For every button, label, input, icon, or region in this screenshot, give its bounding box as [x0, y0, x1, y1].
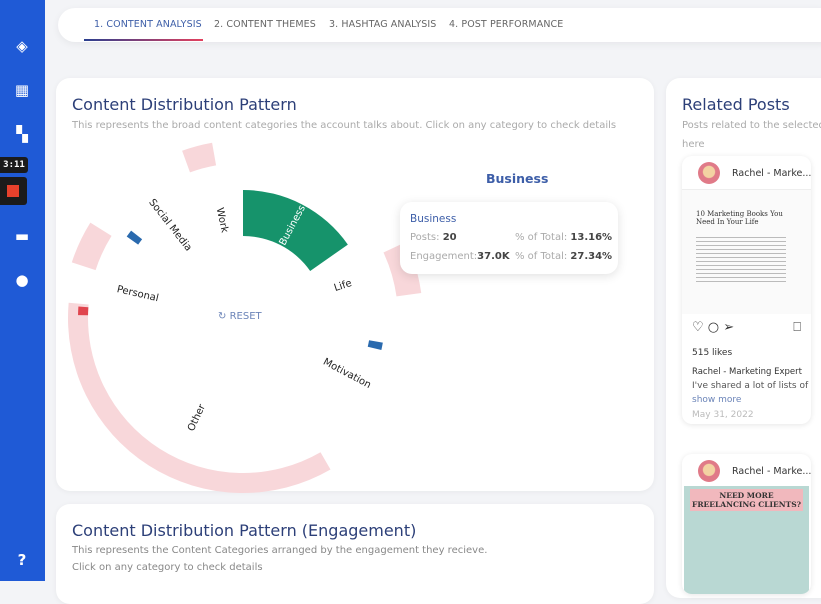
posts-label: Posts: — [410, 232, 440, 243]
avatar — [698, 162, 720, 184]
comment-icon[interactable]: ○ — [707, 320, 720, 335]
sunburst-label[interactable]: Motivation — [321, 357, 373, 391]
account-icon[interactable]: ● — [15, 271, 29, 289]
post-actions: ♡ ○ ➢ — [692, 320, 734, 335]
outer-segment[interactable] — [182, 142, 217, 173]
post-author: Rachel - Marke... — [732, 168, 811, 179]
sunburst-segment-business[interactable] — [243, 190, 348, 271]
reset-button[interactable]: ↻ RESET — [218, 311, 262, 322]
engagement-pct-value: 27.34% — [570, 251, 613, 262]
post-card[interactable]: Rachel - Marke... NEED MORE FREELANCING … — [682, 454, 811, 594]
briefcase-icon[interactable]: ▬ — [14, 227, 30, 245]
post-caption: I've shared a lot of lists of — [692, 381, 809, 391]
active-tab-indicator — [84, 39, 203, 41]
sunburst-chart: BusinessLifeMotivationOtherPersonalSocia… — [67, 142, 422, 493]
post-image-title: 10 Marketing Books You Need In Your Life — [696, 210, 783, 226]
posts-value: 20 — [442, 232, 457, 243]
related-subtitle-2: here — [682, 139, 705, 150]
reset-icon: ↻ — [218, 311, 227, 322]
calendar-icon[interactable]: ▦ — [14, 81, 30, 99]
stop-recording-button[interactable] — [0, 177, 27, 205]
outer-segment[interactable] — [67, 302, 331, 493]
posts-pct-label: % of Total: — [515, 232, 568, 243]
heart-icon[interactable]: ♡ — [692, 320, 704, 335]
selected-category-title: Business — [486, 171, 549, 186]
post-image-title: NEED MORE FREELANCING CLIENTS? — [690, 489, 803, 511]
tab-content-analysis[interactable]: 1. CONTENT ANALYSIS — [94, 19, 202, 30]
dashboard-icon[interactable]: ▚ — [16, 125, 28, 143]
related-subtitle: Posts related to the selected — [682, 120, 821, 131]
page-title: Content Distribution Pattern — [72, 95, 297, 114]
mid-marker[interactable] — [367, 340, 383, 350]
tab-content-themes[interactable]: 2. CONTENT THEMES — [214, 19, 316, 30]
engagement-label: Engagement: — [410, 251, 478, 262]
show-more-link[interactable]: show more — [692, 395, 742, 405]
engagement-subtitle-2: Click on any category to check details — [72, 562, 263, 573]
post-likes: 515 likes — [692, 348, 733, 358]
tab-bar: 1. CONTENT ANALYSIS 2. CONTENT THEMES 3.… — [58, 8, 821, 42]
caption-author: Rachel - Marketing Expert — [692, 367, 802, 377]
sunburst-label[interactable]: Personal — [116, 284, 160, 304]
post-image[interactable]: NEED MORE FREELANCING CLIENTS? — [684, 486, 809, 594]
sidebar: ◈ ▦ ▚ ▬ ● ? — [0, 0, 45, 581]
engagement-card: Content Distribution Pattern (Engagement… — [56, 504, 654, 604]
mid-marker[interactable] — [126, 230, 143, 245]
distribution-subtitle: This represents the broad content catego… — [72, 120, 617, 131]
reset-label: RESET — [229, 311, 262, 322]
post-card[interactable]: Rachel - Marke... 10 Marketing Books You… — [682, 156, 811, 424]
sunburst-label[interactable]: Life — [333, 278, 354, 294]
engagement-value: 37.0K — [477, 251, 510, 262]
category-tooltip: Business Posts: 20 % of Total: 13.16% En… — [400, 202, 618, 274]
post-image[interactable]: 10 Marketing Books You Need In Your Life — [682, 189, 811, 314]
stop-icon — [7, 185, 19, 197]
sunburst-label[interactable]: Other — [186, 402, 208, 433]
bookmark-icon[interactable]: ⎕ — [793, 320, 801, 335]
help-icon[interactable]: ? — [17, 551, 27, 569]
layers-icon[interactable]: ◈ — [16, 37, 28, 55]
post-date: May 31, 2022 — [692, 410, 754, 420]
recording-timer: 3:11 — [0, 157, 28, 173]
engagement-title: Content Distribution Pattern (Engagement… — [72, 521, 417, 540]
tab-hashtag-analysis[interactable]: 3. HASHTAG ANALYSIS — [329, 19, 437, 30]
tooltip-name: Business — [410, 213, 457, 225]
share-icon[interactable]: ➢ — [723, 320, 735, 335]
outer-marker[interactable] — [78, 306, 89, 316]
related-title: Related Posts — [682, 95, 790, 114]
sunburst-label[interactable]: Work — [214, 207, 230, 234]
outer-segment[interactable] — [71, 222, 112, 271]
engagement-subtitle: This represents the Content Categories a… — [72, 545, 488, 556]
tab-post-performance[interactable]: 4. POST PERFORMANCE — [449, 19, 564, 30]
avatar — [698, 460, 720, 482]
sunburst-label[interactable]: Social Media — [146, 197, 193, 253]
post-author: Rachel - Marke... — [732, 466, 811, 477]
posts-pct-value: 13.16% — [570, 232, 613, 243]
distribution-card: Content Distribution Pattern This repres… — [56, 78, 654, 491]
post-image-list — [696, 234, 786, 284]
engagement-pct-label: % of Total: — [515, 251, 568, 262]
